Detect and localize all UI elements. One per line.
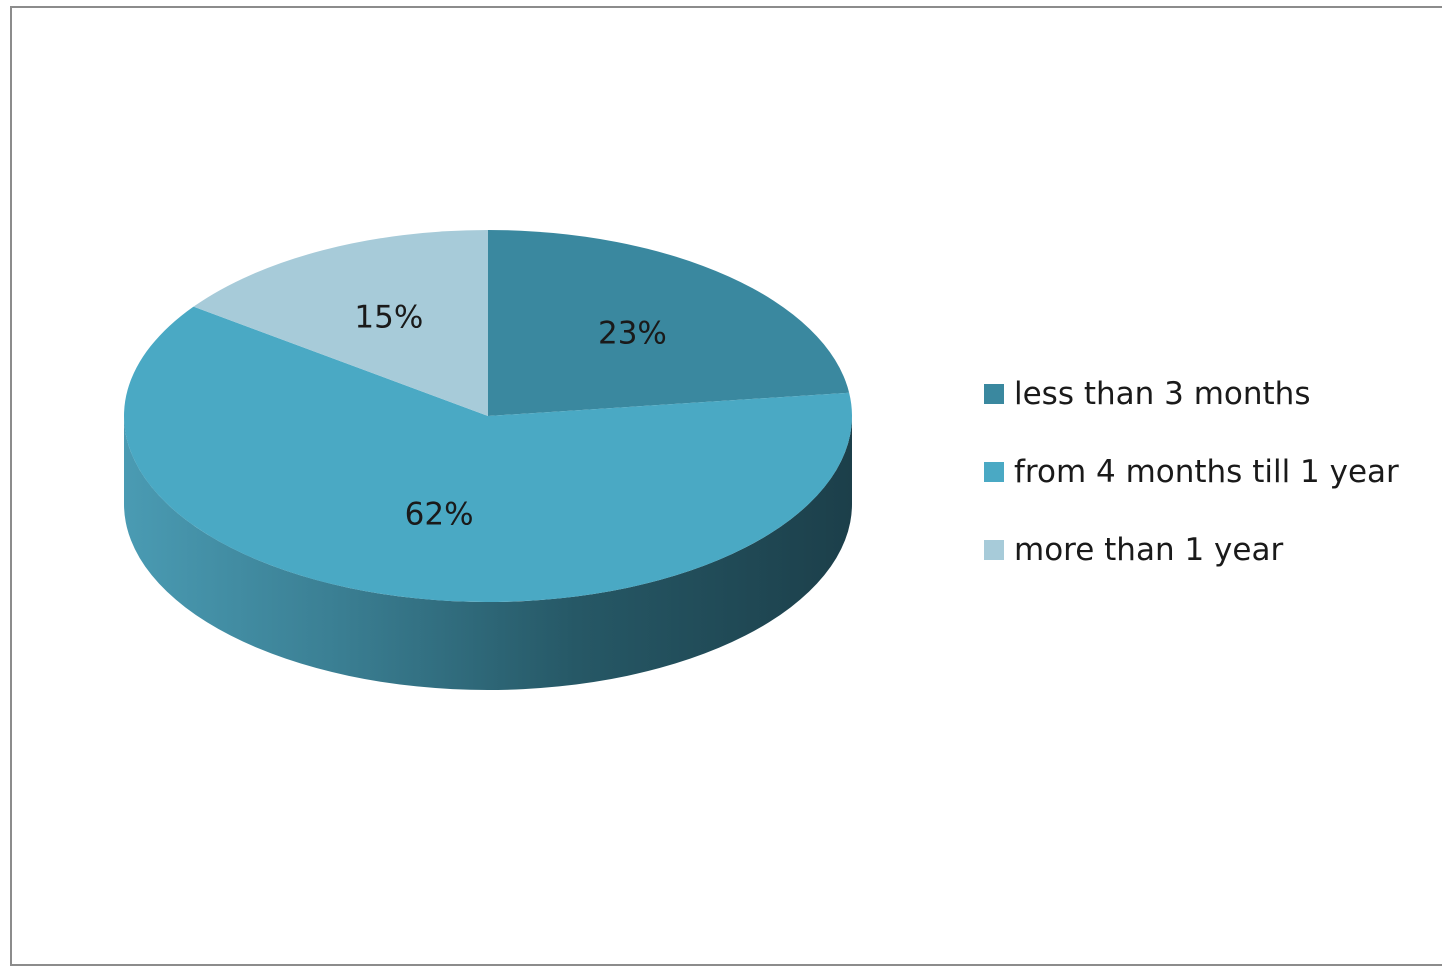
pie-labels: 23% 62% 15% bbox=[354, 300, 666, 533]
pie-slice-more-than-1-year bbox=[193, 230, 488, 416]
legend-item-from-4-months-till-1-year: from 4 months till 1 year bbox=[984, 450, 1399, 494]
legend-label: less than 3 months bbox=[1014, 376, 1311, 412]
legend-label: more than 1 year bbox=[1014, 532, 1284, 568]
slice-label-more-than-1-year: 15% bbox=[354, 300, 423, 336]
legend-swatch bbox=[984, 540, 1004, 560]
pie-top bbox=[124, 230, 853, 602]
legend-swatch bbox=[984, 462, 1004, 482]
pie-side-surface bbox=[124, 416, 852, 690]
legend-label: from 4 months till 1 year bbox=[1014, 454, 1399, 490]
pie-chart: 23% 62% 15% bbox=[124, 230, 853, 690]
pie-slice-less-than-3-months bbox=[488, 230, 850, 416]
legend-item-less-than-3-months: less than 3 months bbox=[984, 372, 1399, 416]
legend: less than 3 months from 4 months till 1 … bbox=[984, 372, 1399, 606]
pie-slice-from-4-months-till-1-year bbox=[124, 306, 853, 602]
slice-label-from-4-months-till-1-year: 62% bbox=[405, 496, 474, 532]
slice-label-less-than-3-months: 23% bbox=[598, 315, 667, 351]
legend-item-more-than-1-year: more than 1 year bbox=[984, 528, 1399, 572]
legend-swatch bbox=[984, 384, 1004, 404]
pie-side-wall bbox=[124, 416, 852, 690]
